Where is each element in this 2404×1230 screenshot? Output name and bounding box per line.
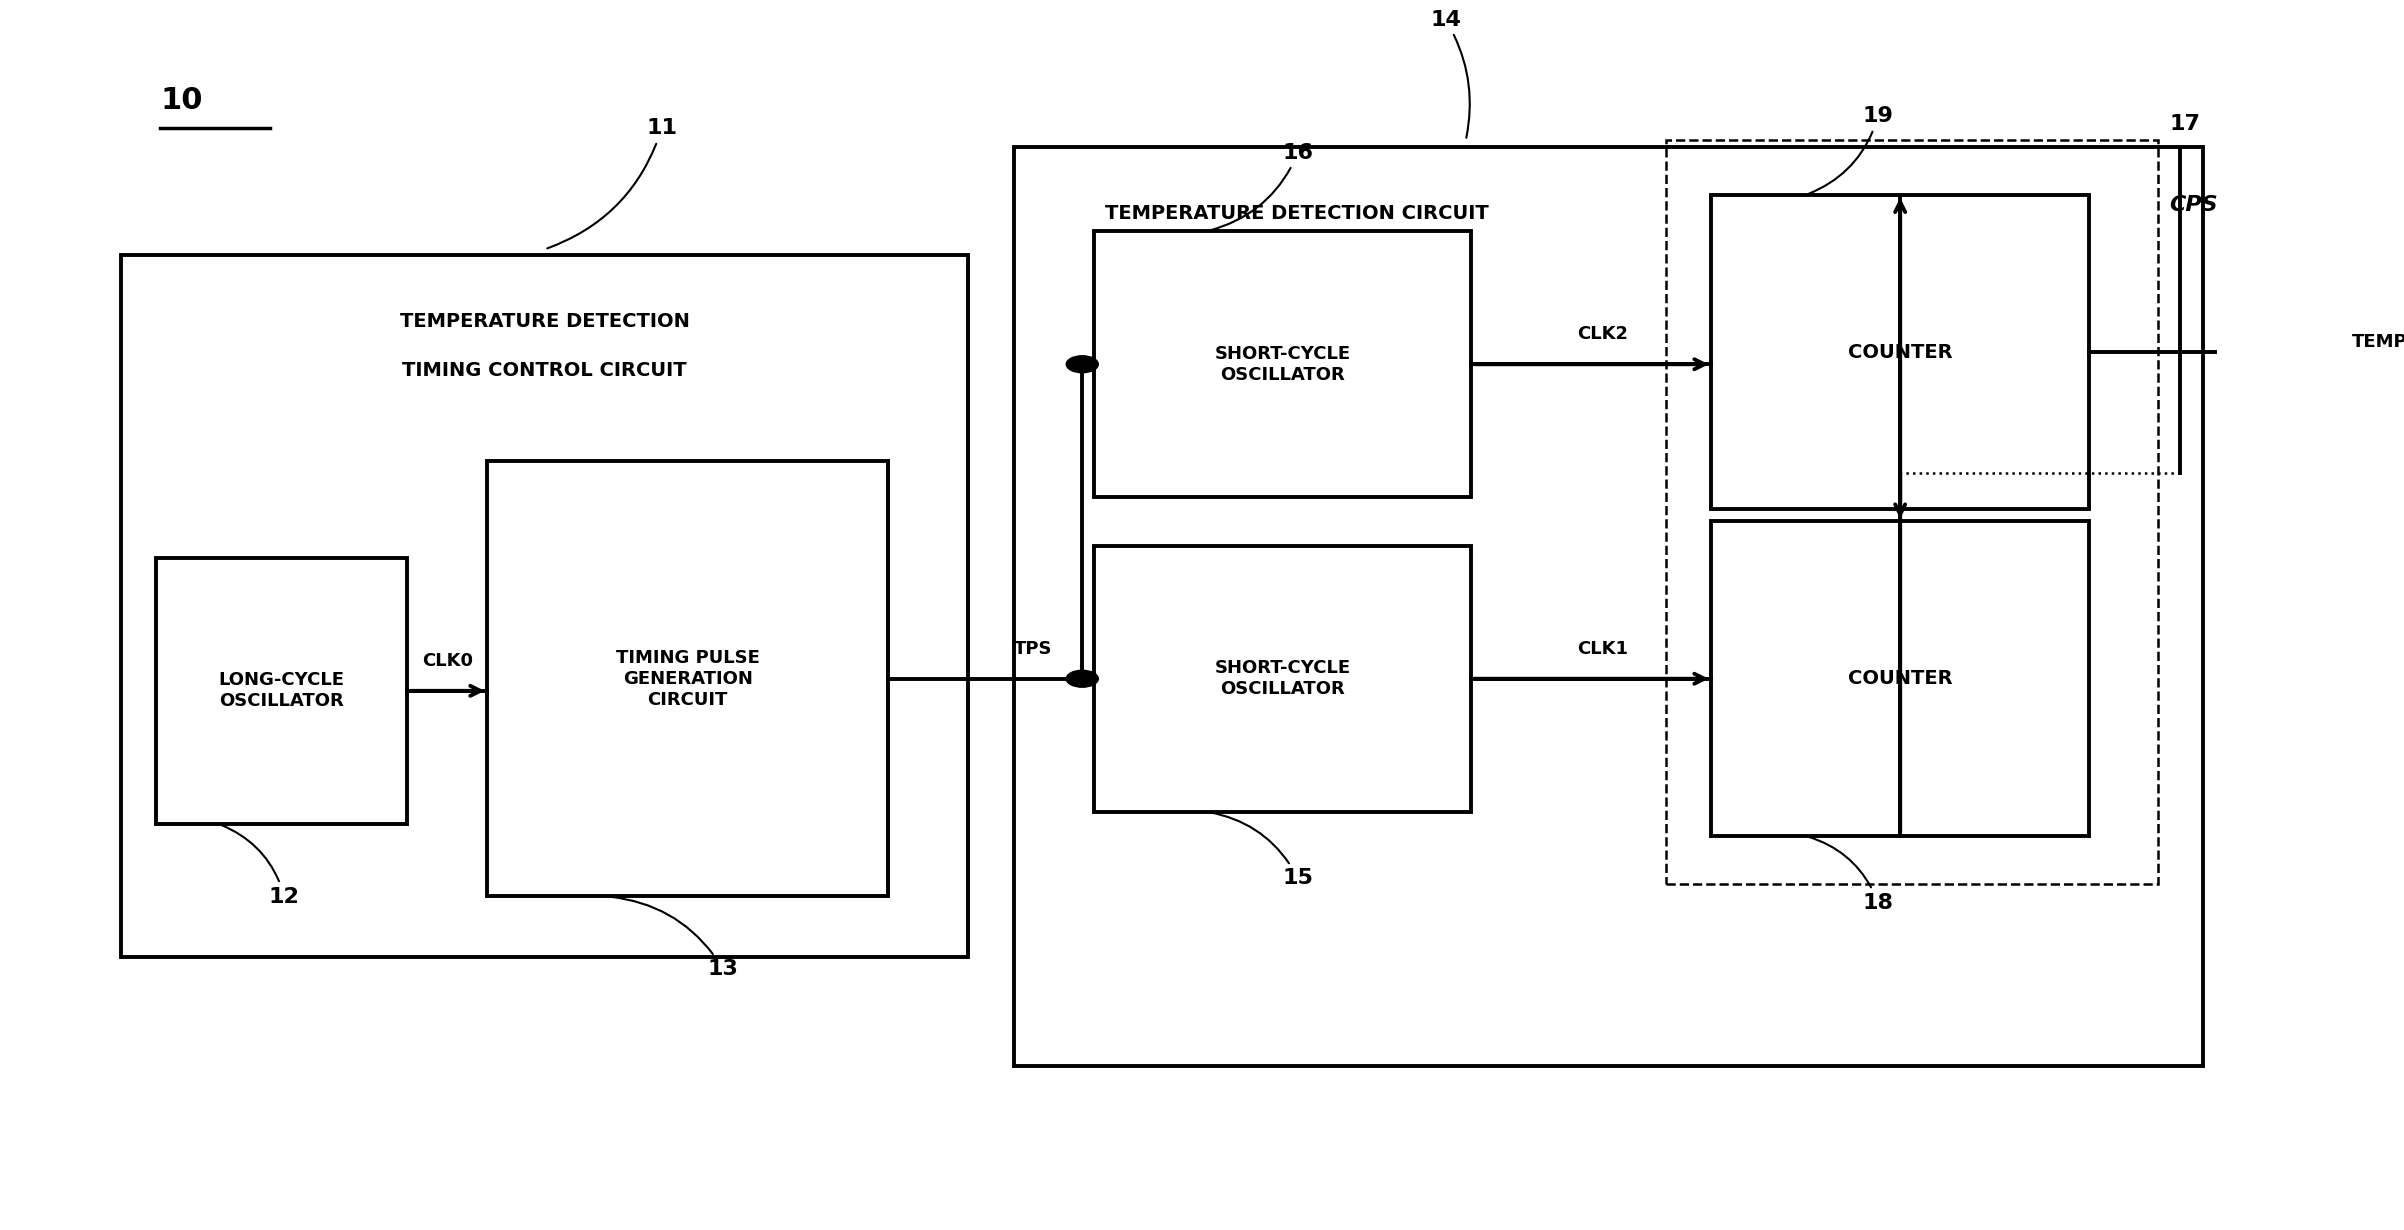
Text: CLK0: CLK0	[421, 652, 474, 669]
Text: 13: 13	[611, 897, 738, 979]
Text: COUNTER: COUNTER	[1849, 669, 1952, 689]
Text: CLK2: CLK2	[1577, 325, 1628, 343]
Circle shape	[1067, 670, 1099, 688]
Text: 11: 11	[548, 118, 678, 248]
Text: 12: 12	[221, 825, 300, 907]
Text: 19: 19	[1808, 106, 1894, 194]
Bar	[156, 557, 406, 824]
Text: TEMPERATURE DETECTION: TEMPERATURE DETECTION	[399, 312, 690, 331]
Text: SHORT-CYCLE
OSCILLATOR: SHORT-CYCLE OSCILLATOR	[1214, 344, 1351, 384]
Circle shape	[1067, 355, 1099, 373]
Text: SHORT-CYCLE
OSCILLATOR: SHORT-CYCLE OSCILLATOR	[1214, 659, 1351, 699]
Bar	[120, 256, 969, 957]
Text: TPS: TPS	[1014, 640, 1053, 658]
Bar	[1094, 546, 1471, 812]
Bar	[1094, 231, 1471, 497]
Bar	[488, 461, 887, 897]
Text: LONG-CYCLE
OSCILLATOR: LONG-CYCLE OSCILLATOR	[219, 672, 344, 710]
Text: CLK1: CLK1	[1577, 640, 1628, 658]
Text: TEMPERATURE DETECTION CIRCUIT: TEMPERATURE DETECTION CIRCUIT	[1106, 203, 1488, 223]
Text: TIMING CONTROL CIRCUIT: TIMING CONTROL CIRCUIT	[401, 360, 688, 380]
Text: 10: 10	[161, 86, 202, 116]
Bar	[1712, 522, 2089, 836]
Text: 14: 14	[1430, 10, 1469, 138]
Text: COUNTER: COUNTER	[1849, 343, 1952, 362]
Text: TIMING PULSE
GENERATION
CIRCUIT: TIMING PULSE GENERATION CIRCUIT	[615, 649, 760, 708]
Bar	[1014, 146, 2204, 1066]
Bar	[1712, 194, 2089, 509]
Text: 18: 18	[1808, 836, 1894, 913]
Text: CPS: CPS	[2168, 194, 2216, 215]
Text: TEMP: TEMP	[2351, 333, 2404, 352]
Text: 16: 16	[1209, 143, 1313, 230]
Text: 17: 17	[2168, 114, 2200, 134]
Text: 15: 15	[1209, 812, 1313, 888]
Bar	[1666, 140, 2156, 884]
